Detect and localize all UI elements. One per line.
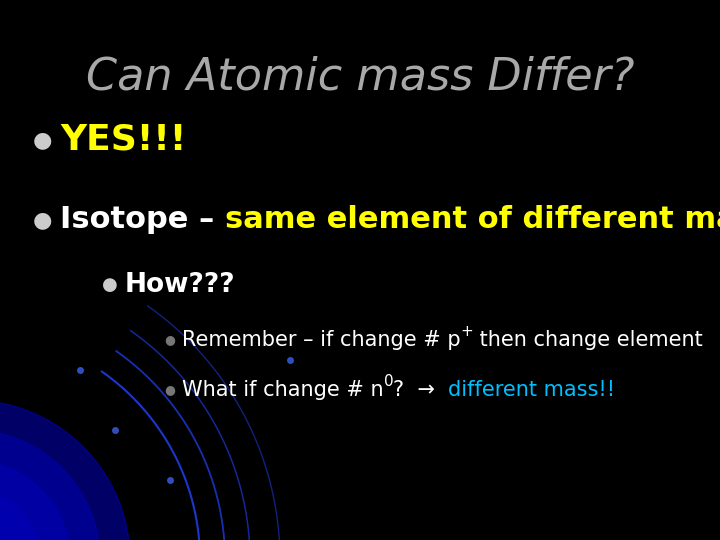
Text: ●: ● [165,383,176,396]
Text: ●: ● [32,130,52,150]
Text: ●: ● [165,334,176,347]
Text: ●: ● [32,210,52,230]
Circle shape [0,430,100,540]
Text: How???: How??? [125,272,235,298]
Text: same element of different mass: same element of different mass [225,206,720,234]
Text: then change element: then change element [473,330,703,350]
Text: +: + [461,325,473,340]
Text: YES!!!: YES!!! [60,123,186,157]
Circle shape [0,490,40,540]
Text: different mass!!: different mass!! [449,380,616,400]
Text: Can Atomic mass Differ?: Can Atomic mass Differ? [86,55,634,98]
Text: What if change # n: What if change # n [182,380,384,400]
Circle shape [0,460,70,540]
Text: 0: 0 [384,375,393,389]
Circle shape [0,400,130,540]
Text: Remember – if change # p: Remember – if change # p [182,330,461,350]
Text: ●: ● [102,276,118,294]
Text: Isotope –: Isotope – [60,206,225,234]
Text: ?  →: ? → [393,380,449,400]
